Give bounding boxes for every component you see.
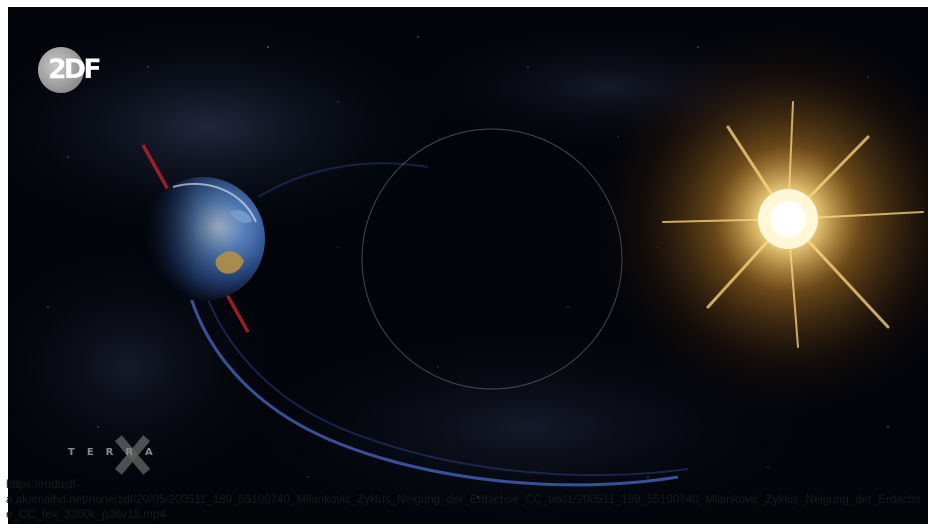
source-url-caption: https://rodlzdf- a.akamaihd.net/none/zdf… xyxy=(6,477,922,522)
space-scene xyxy=(8,7,928,524)
terra-x-wordmark: TERRA xyxy=(68,447,165,458)
sun xyxy=(578,9,928,429)
video-frame[interactable]: 2DF TERRA xyxy=(8,7,928,524)
source-url-line-2: a.akamaihd.net/none/zdf/20/05/200511_189… xyxy=(6,493,921,521)
terra-x-logo: TERRA xyxy=(68,435,188,475)
zdf-logo: 2DF xyxy=(38,47,102,93)
source-url-line-1: https://rodlzdf- xyxy=(6,478,80,491)
zdf-logo-text: 2DF xyxy=(48,54,102,85)
earth xyxy=(141,177,265,301)
orbit-path xyxy=(181,261,679,487)
